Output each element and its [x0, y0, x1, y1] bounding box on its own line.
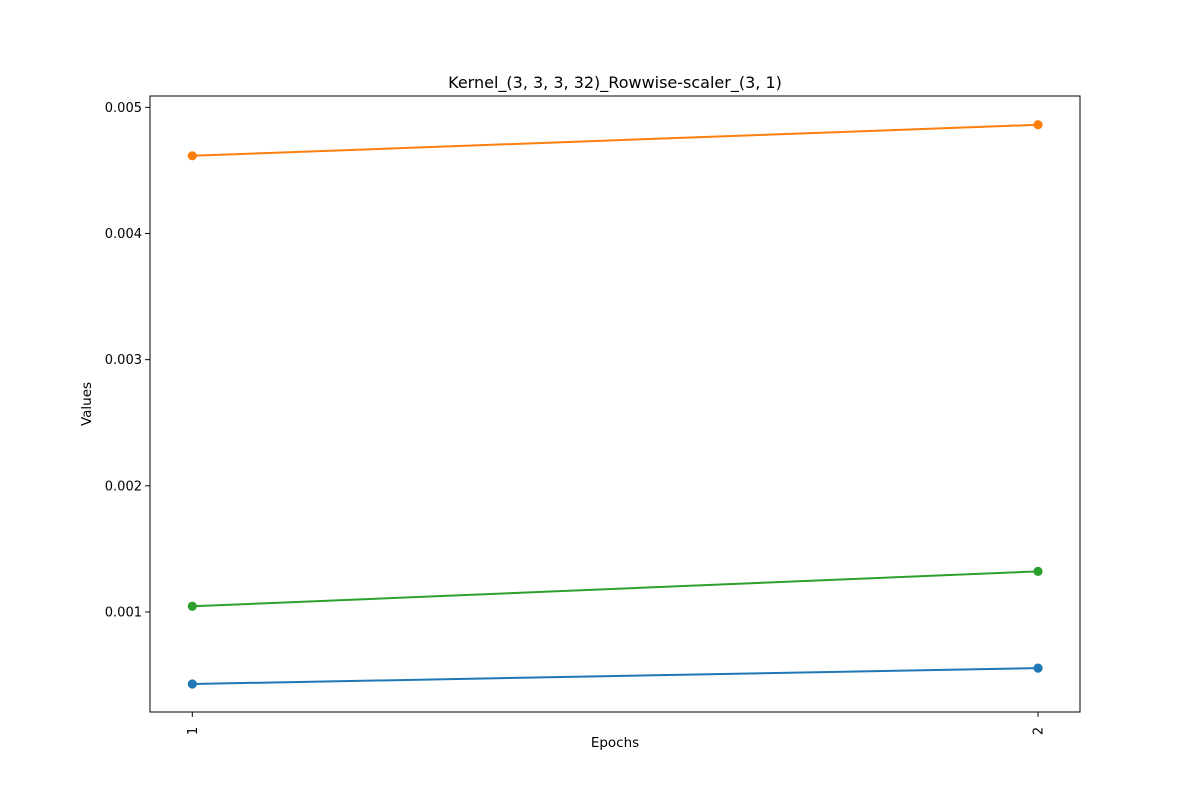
y-tick-label: 0.002 — [105, 479, 142, 494]
y-axis: 0.001 0.002 0.003 0.004 0.005 — [105, 101, 150, 620]
y-tick-label: 0.001 — [105, 605, 142, 620]
series-line — [192, 667, 1039, 685]
series-layer — [187, 120, 1043, 689]
x-tick-label: 2 — [1032, 727, 1047, 735]
series-line — [192, 570, 1039, 608]
data-point — [187, 679, 197, 689]
y-tick-label: 0.004 — [105, 227, 142, 242]
y-tick-label: 0.003 — [105, 353, 142, 368]
series-line — [192, 123, 1039, 157]
chart-title: Kernel_(3, 3, 3, 32)_Rowwise-scaler_(3, … — [448, 73, 782, 93]
x-axis-label: Epochs — [591, 735, 639, 751]
data-point — [1033, 663, 1043, 673]
series-3 — [187, 566, 1043, 611]
data-point — [187, 151, 197, 161]
data-point — [1033, 120, 1043, 130]
plot-frame — [149, 95, 1081, 713]
data-point — [1033, 566, 1043, 576]
y-tick-label: 0.005 — [105, 101, 142, 116]
y-axis-label: Values — [79, 382, 95, 426]
x-tick-label: 1 — [186, 727, 201, 735]
data-point — [187, 601, 197, 611]
series-1 — [187, 663, 1043, 689]
series-2 — [187, 120, 1043, 161]
